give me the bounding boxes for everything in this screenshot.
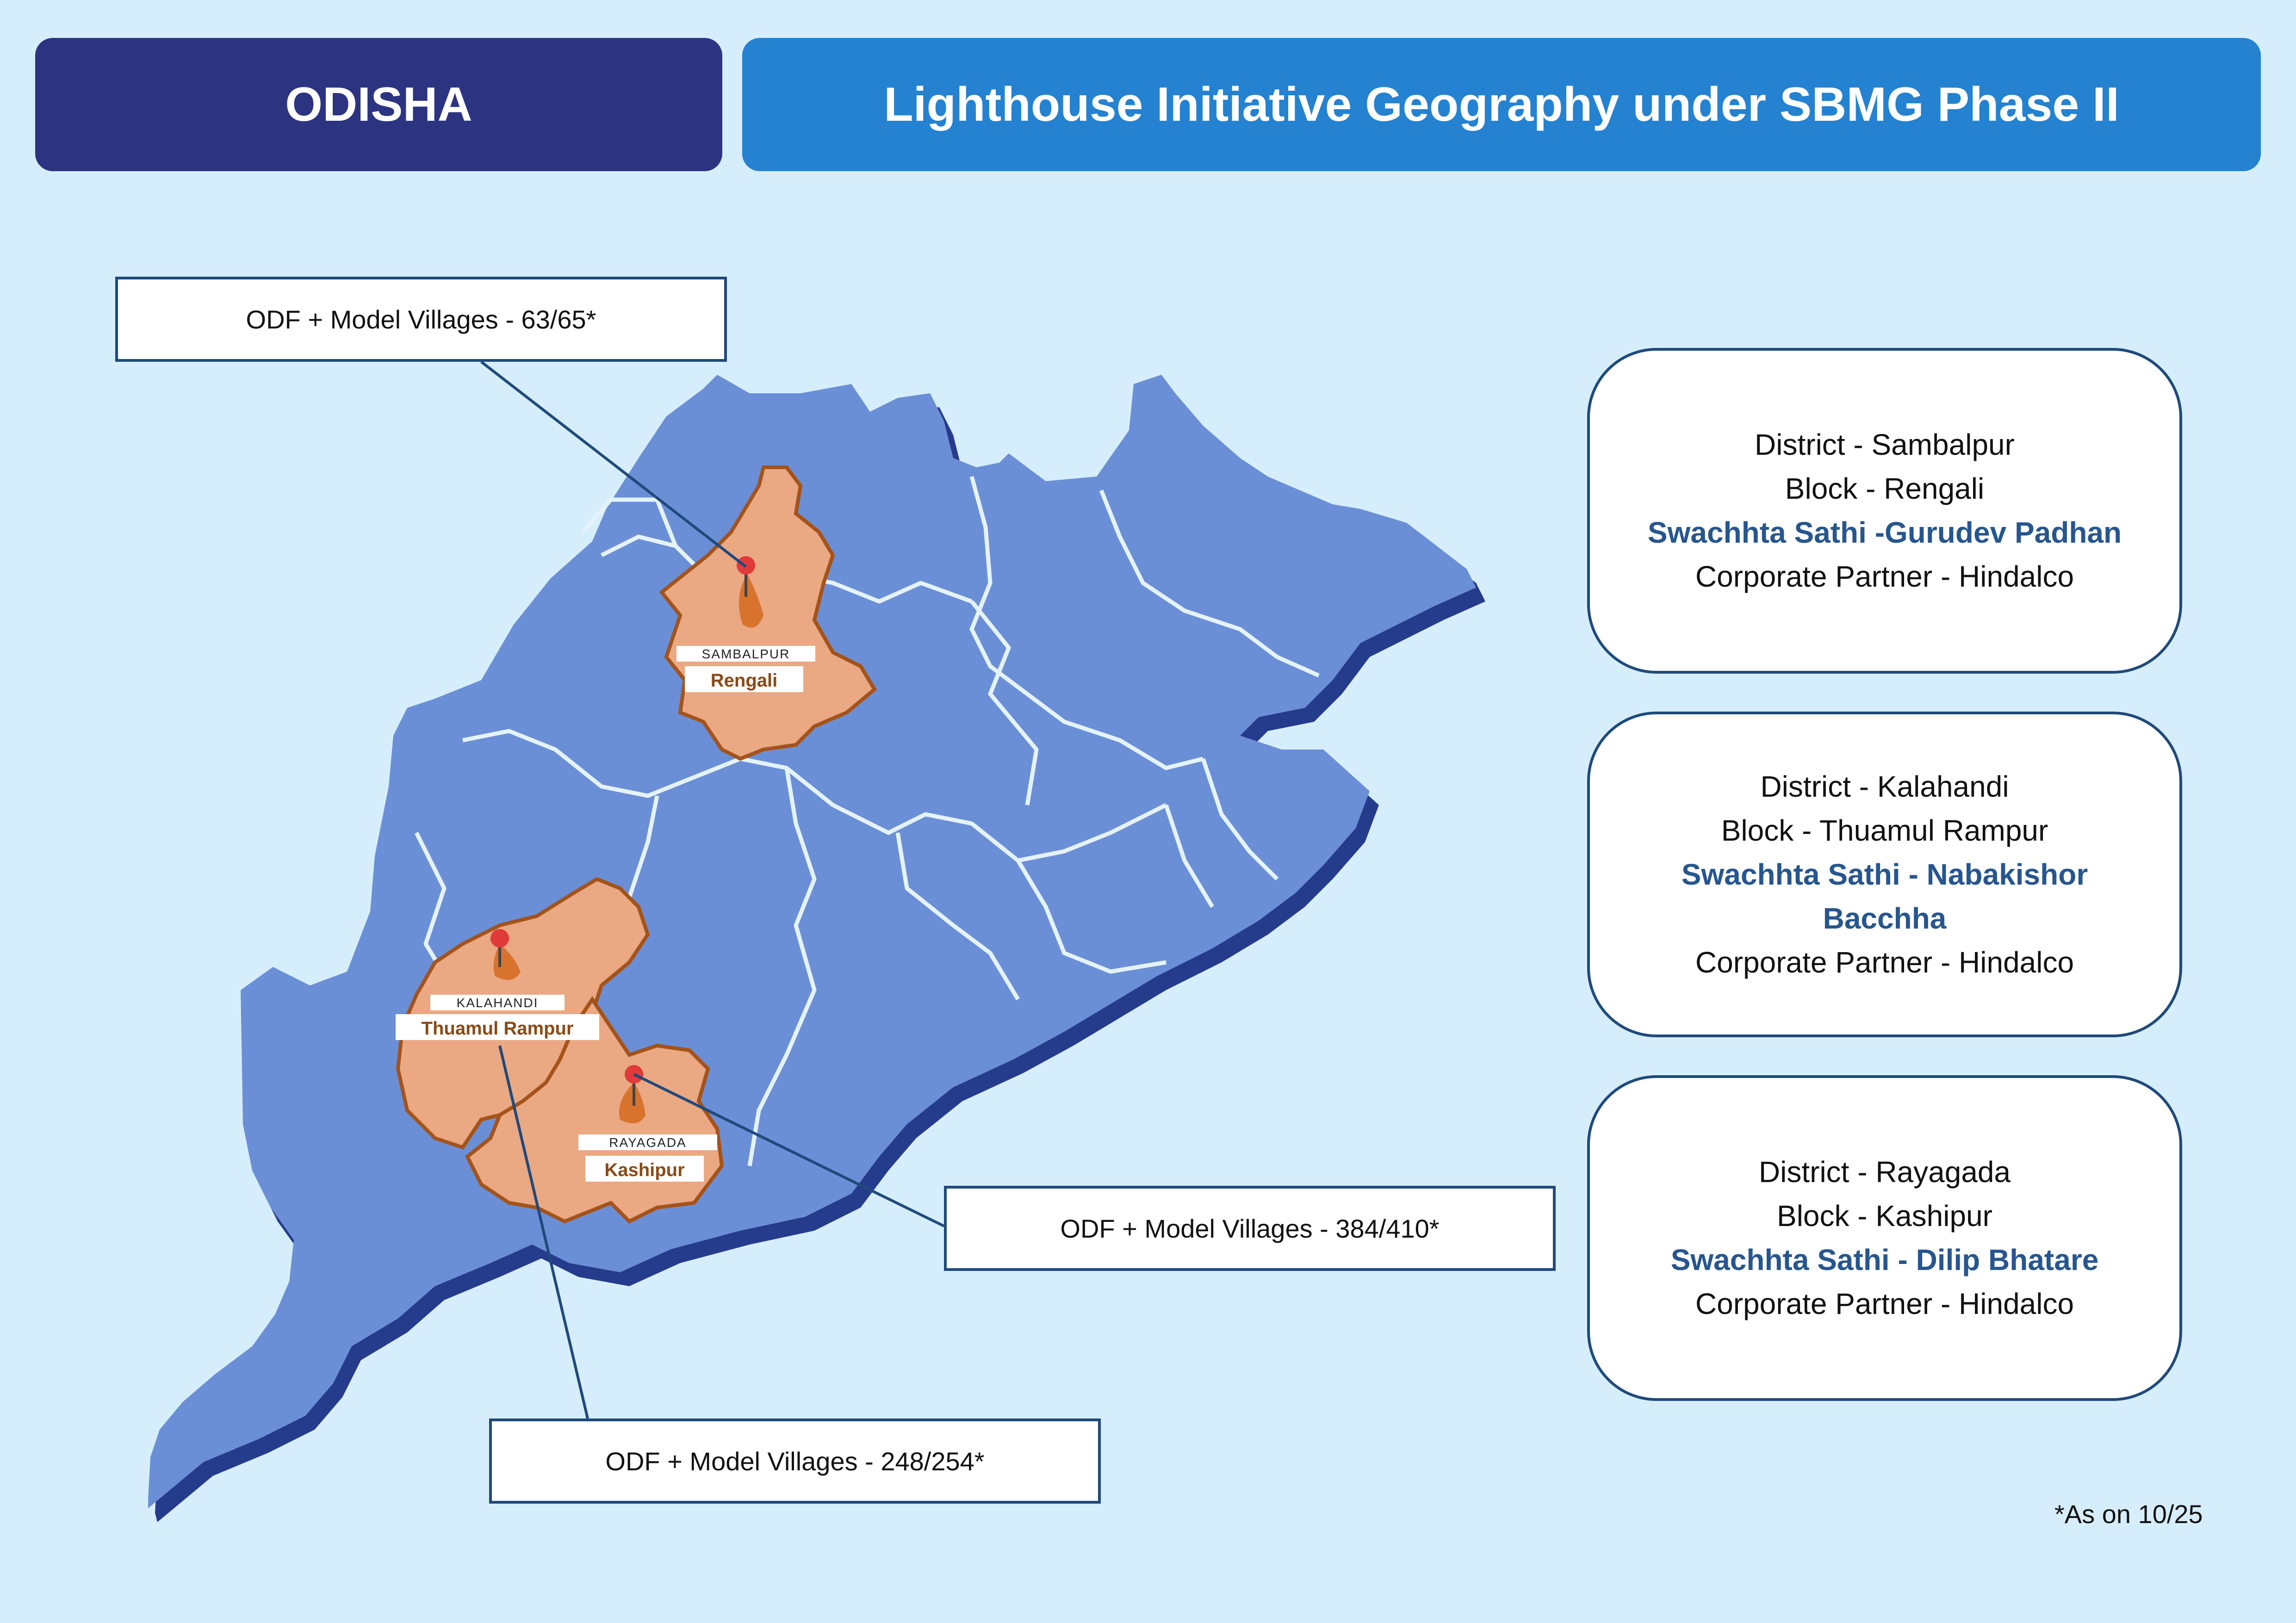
odf-box-rengali: ODF + Model Villages - 63/65* — [115, 277, 727, 362]
map-label-block: Thuamul Rampur — [422, 1018, 574, 1039]
odf-box-kashipur: ODF + Model Villages - 384/410* — [944, 1186, 1556, 1271]
map-label-kashipur: RAYAGADA Kashipur — [578, 1134, 717, 1182]
map-label-thuamul-rampur: KALAHANDI Thuamul Rampur — [396, 995, 599, 1040]
card-sathi: Swachhta Sathi -Gurudev Padhan — [1647, 516, 2122, 549]
odf-box-thuamul-rampur: ODF + Model Villages - 248/254* — [489, 1419, 1101, 1504]
pin-thuamul-rampur — [490, 929, 521, 980]
map-label-block: Rengali — [711, 670, 777, 691]
card-sathi: Swachhta Sathi - Nabakishor Bacchha — [1681, 857, 2088, 935]
map-label-district: SAMBALPUR — [702, 647, 790, 661]
card-block: Block - Rengali — [1785, 472, 1985, 505]
map-label-district: RAYAGADA — [609, 1135, 686, 1150]
info-card-kalahandi: District - Kalahandi Block - Thuamul Ram… — [1587, 712, 2182, 1037]
card-district: District - Sambalpur — [1755, 428, 2015, 461]
card-partner: Corporate Partner - Hindalco — [1695, 1287, 2074, 1320]
page-title: Lighthouse Initiative Geography under SB… — [742, 38, 2261, 171]
card-partner: Corporate Partner - Hindalco — [1695, 945, 2074, 979]
card-sathi: Swachhta Sathi - Dilip Bhatare — [1670, 1243, 2099, 1276]
card-block: Block - Thuamul Rampur — [1721, 813, 2048, 847]
district-boundaries — [414, 476, 1320, 1166]
card-district: District - Kalahandi — [1760, 769, 2009, 803]
state-title: ODISHA — [35, 38, 722, 171]
info-card-rayagada: District - Rayagada Block - Kashipur Swa… — [1587, 1075, 2182, 1401]
connector-lines — [480, 360, 945, 1419]
card-partner: Corporate Partner - Hindalco — [1695, 560, 2074, 593]
map-label-block: Kashipur — [604, 1160, 684, 1180]
map-label-district: KALAHANDI — [457, 996, 539, 1010]
state-body — [148, 375, 1476, 1508]
footnote: *As on 10/25 — [2054, 1499, 2203, 1529]
card-district: District - Rayagada — [1758, 1155, 2011, 1189]
info-card-sambalpur: District - Sambalpur Block - Rengali Swa… — [1587, 348, 2182, 674]
map-label-rengali: SAMBALPUR Rengali — [676, 646, 815, 692]
card-block: Block - Kashipur — [1777, 1199, 1992, 1233]
